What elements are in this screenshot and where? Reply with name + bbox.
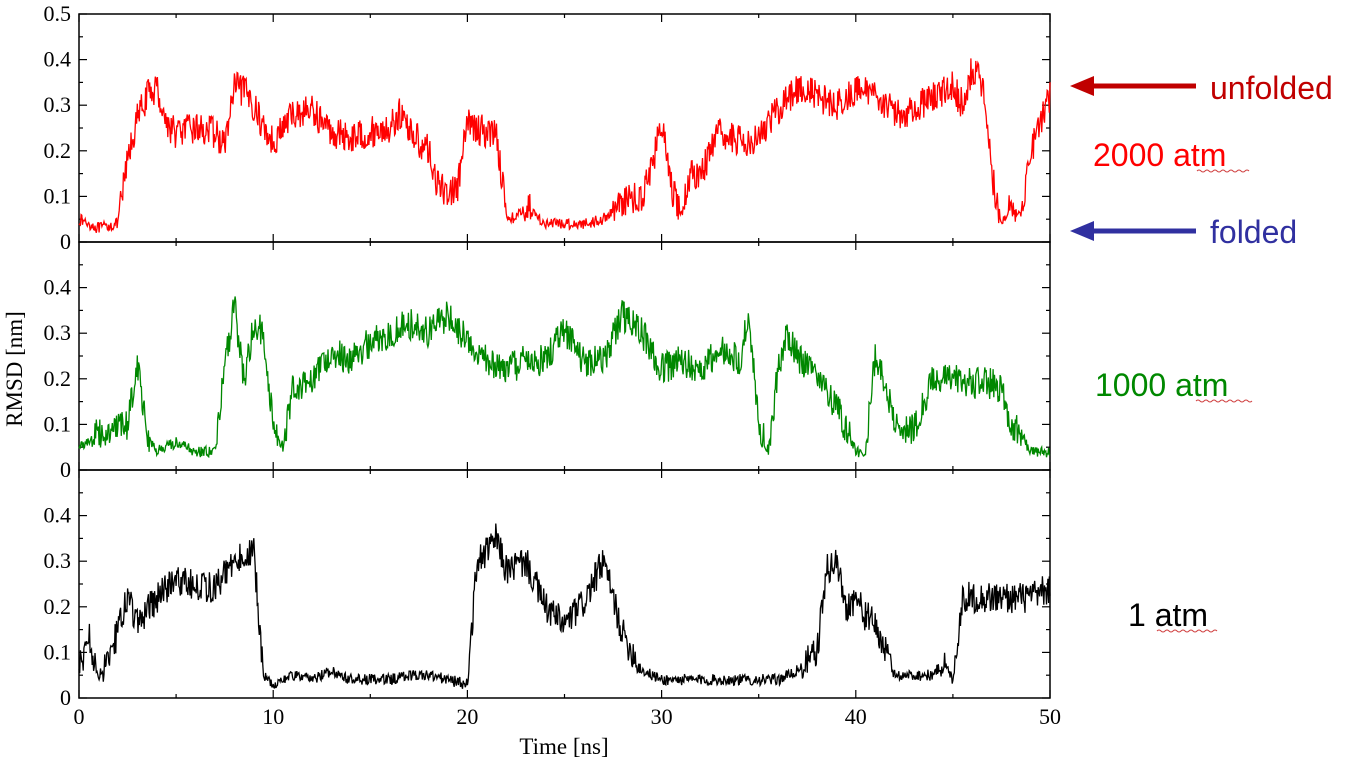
xtick-label-4: 40 bbox=[845, 704, 867, 729]
panel-frame-1000 bbox=[78, 241, 1051, 471]
series-line-1 bbox=[78, 296, 1051, 459]
xtick-label-1: 10 bbox=[262, 704, 284, 729]
ytick-label-0-0: 0 bbox=[60, 229, 71, 254]
ytick-label-1-0: 0 bbox=[60, 457, 71, 482]
ytick-label-0-3: 0.3 bbox=[44, 92, 72, 117]
ytick-label-0-4: 0.4 bbox=[44, 47, 72, 72]
xtick-label-2: 20 bbox=[456, 704, 478, 729]
ytick-label-2-1: 0.1 bbox=[44, 639, 72, 664]
panel-label-1-underline bbox=[1156, 629, 1218, 633]
x-tick-labels: 0 10 20 30 40 50 bbox=[74, 704, 1062, 729]
panel-label-2000: 2000 atm bbox=[1093, 137, 1226, 173]
ytick-label-2-2: 0.2 bbox=[44, 594, 72, 619]
ytick-label-0-5: 0.5 bbox=[44, 1, 72, 26]
xtick-label-0: 0 bbox=[74, 704, 85, 729]
annotation-unfolded: unfolded bbox=[1210, 70, 1333, 106]
xtick-label-5: 50 bbox=[1039, 704, 1061, 729]
panel-frame-1 bbox=[78, 469, 1051, 699]
ytick-label-1-3: 0.3 bbox=[44, 320, 72, 345]
panel-label-2000-underline bbox=[1196, 169, 1250, 173]
panel-label-1000-underline bbox=[1195, 399, 1253, 403]
folded-arrow-head bbox=[1070, 221, 1094, 241]
ytick-label-1-4: 0.4 bbox=[44, 275, 72, 300]
ytick-label-0-1: 0.1 bbox=[44, 183, 72, 208]
x-axis-title: Time [ns] bbox=[519, 734, 608, 759]
ytick-label-0-2: 0.2 bbox=[44, 138, 72, 163]
annotation-folded: folded bbox=[1210, 214, 1297, 250]
series-group bbox=[78, 58, 1051, 689]
ytick-label-1-1: 0.1 bbox=[44, 411, 72, 436]
y-tick-labels: 0 0.1 0.2 0.3 0.4 0.5 0 0.1 0.2 0.3 0.4 0 0.1 0.2 0.3 0… bbox=[44, 1, 72, 710]
panel-label-1: 1 atm bbox=[1128, 597, 1208, 633]
panel-label-1000: 1000 atm bbox=[1095, 367, 1228, 403]
panel-frame-2000 bbox=[78, 13, 1051, 243]
series-line-0 bbox=[78, 58, 1051, 233]
y-axis-title: RMSD [nm] bbox=[2, 311, 27, 427]
ytick-label-1-2: 0.2 bbox=[44, 366, 72, 391]
series-line-2 bbox=[78, 523, 1051, 689]
ytick-label-2-0: 0 bbox=[60, 685, 71, 710]
ytick-label-2-4: 0.4 bbox=[44, 503, 72, 528]
unfolded-arrow-head bbox=[1070, 76, 1094, 96]
ytick-label-2-3: 0.3 bbox=[44, 548, 72, 573]
xtick-label-3: 30 bbox=[651, 704, 673, 729]
